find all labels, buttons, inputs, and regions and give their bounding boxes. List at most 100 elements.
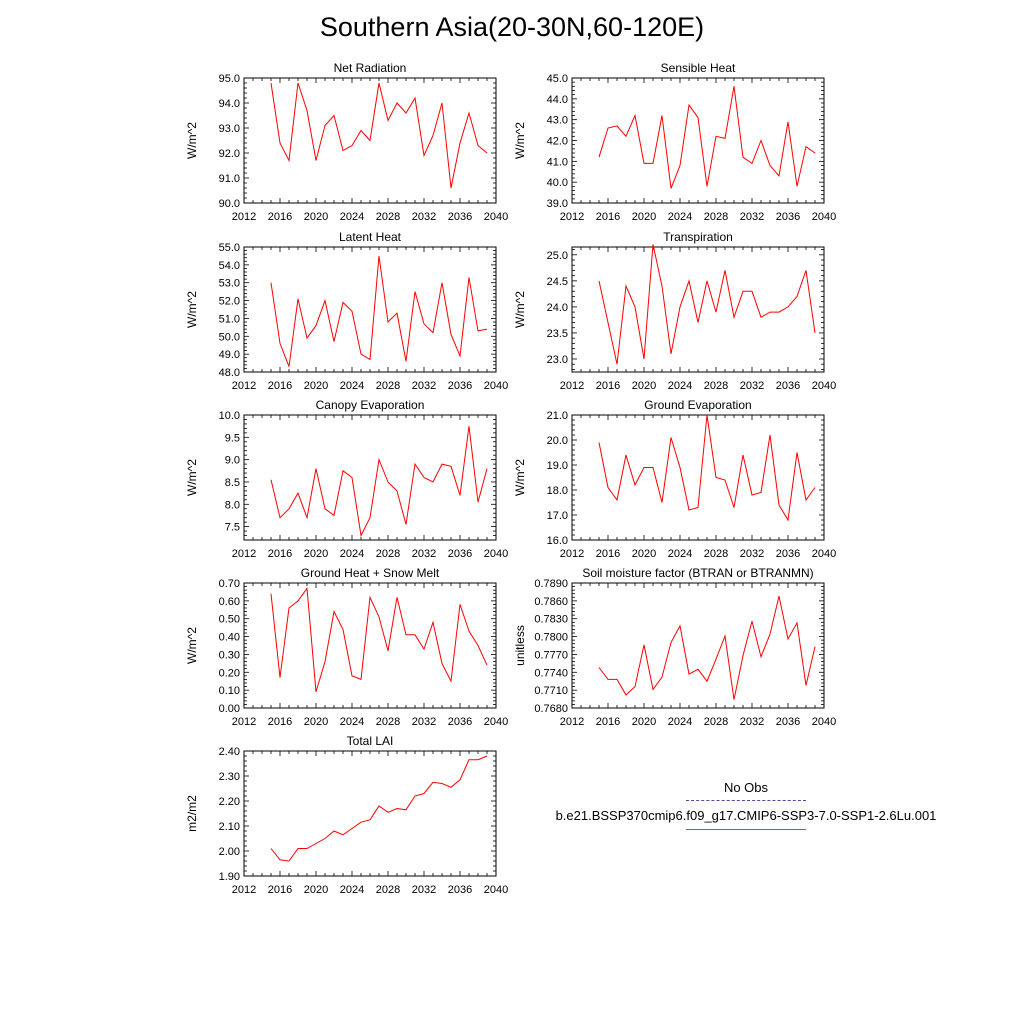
- y-tick-label: 2.10: [219, 821, 240, 833]
- x-tick-label: 2040: [812, 716, 836, 728]
- x-tick-label: 2016: [268, 211, 292, 223]
- x-tick-label: 2024: [668, 548, 692, 560]
- x-tick-label: 2020: [632, 548, 656, 560]
- y-axis-label: W/m^2: [185, 122, 199, 159]
- y-tick-label: 8.5: [225, 477, 240, 489]
- y-tick-label: 90.0: [219, 198, 240, 210]
- x-tick-label: 2032: [412, 548, 436, 560]
- x-tick-label: 2032: [412, 884, 436, 896]
- x-tick-label: 2036: [776, 548, 800, 560]
- y-axis-label: W/m^2: [185, 627, 199, 664]
- y-tick-label: 0.7680: [534, 703, 568, 715]
- y-axis-label: W/m^2: [513, 459, 527, 496]
- y-tick-label: 0.7800: [534, 632, 568, 644]
- panel-title: Latent Heat: [339, 230, 402, 244]
- y-tick-label: 54.0: [219, 260, 240, 272]
- y-tick-label: 2.20: [219, 796, 240, 808]
- x-tick-label: 2020: [304, 716, 328, 728]
- x-tick-label: 2012: [232, 548, 256, 560]
- y-tick-label: 23.0: [547, 354, 568, 366]
- x-tick-label: 2012: [232, 716, 256, 728]
- x-tick-label: 2024: [340, 211, 364, 223]
- x-tick-label: 2028: [704, 211, 728, 223]
- x-tick-label: 2028: [704, 716, 728, 728]
- y-tick-label: 0.30: [219, 649, 240, 661]
- y-axis-label: W/m^2: [185, 291, 199, 328]
- panel-soil-moisture-factor-btran-or-btranmn: Soil moisture factor (BTRAN or BTRANMN) u…: [513, 566, 836, 728]
- x-tick-label: 2016: [596, 548, 620, 560]
- x-tick-label: 2028: [376, 716, 400, 728]
- y-axis-label: unitless: [513, 625, 527, 666]
- series-line-soil-moisture-factor-btran-or-btranmn: [598, 595, 816, 700]
- x-tick-label: 2036: [448, 716, 472, 728]
- y-tick-label: 0.7830: [534, 614, 568, 626]
- x-tick-label: 2032: [740, 211, 764, 223]
- panel-sensible-heat: Sensible Heat W/m^2 2012 2016 2020 2024 2028 20…: [513, 61, 836, 223]
- legend-run-name: b.e21.BSSP370cmip6.f09_g17.CMIP6-SSP3-7.…: [555, 808, 937, 823]
- x-tick-label: 2024: [668, 380, 692, 392]
- y-tick-label: 40.0: [547, 177, 568, 189]
- x-tick-label: 2020: [632, 716, 656, 728]
- panel-title: Sensible Heat: [661, 61, 736, 75]
- y-tick-label: 0.40: [219, 632, 240, 644]
- x-tick-label: 2040: [812, 211, 836, 223]
- series-line-transpiration: [598, 244, 816, 365]
- y-tick-label: 8.0: [225, 499, 240, 511]
- y-axis-label: W/m^2: [513, 122, 527, 159]
- y-tick-label: 2.30: [219, 771, 240, 783]
- y-tick-label: 0.7740: [534, 667, 568, 679]
- y-tick-label: 17.0: [547, 510, 568, 522]
- series-line-canopy-evaporation: [270, 426, 488, 538]
- y-tick-label: 0.50: [219, 614, 240, 626]
- y-tick-label: 92.0: [219, 148, 240, 160]
- y-tick-label: 0.7860: [534, 596, 568, 608]
- x-tick-label: 2028: [704, 380, 728, 392]
- x-tick-label: 2016: [268, 380, 292, 392]
- y-axis-label: W/m^2: [185, 459, 199, 496]
- x-tick-label: 2040: [484, 716, 508, 728]
- x-tick-label: 2036: [448, 548, 472, 560]
- y-tick-label: 1.90: [219, 871, 240, 883]
- y-tick-label: 0.70: [219, 578, 240, 590]
- x-tick-label: 2020: [304, 884, 328, 896]
- panel-latent-heat: Latent Heat W/m^2 2012 2016 2020 2024 2028 2032…: [185, 230, 508, 392]
- y-tick-label: 7.5: [225, 522, 240, 534]
- y-tick-label: 42.0: [547, 136, 568, 148]
- y-axis-label: m2/m2: [185, 795, 199, 832]
- legend-run-line: [686, 829, 806, 830]
- plot-frame: [243, 246, 497, 373]
- y-tick-label: 52.0: [219, 296, 240, 308]
- y-tick-label: 94.0: [219, 98, 240, 110]
- x-tick-label: 2040: [812, 380, 836, 392]
- x-tick-label: 2020: [632, 380, 656, 392]
- y-tick-label: 0.7770: [534, 649, 568, 661]
- panel-title: Ground Heat + Snow Melt: [301, 566, 440, 580]
- y-tick-label: 0.7710: [534, 685, 568, 697]
- x-tick-label: 2020: [304, 380, 328, 392]
- y-tick-label: 10.0: [219, 410, 240, 422]
- x-tick-label: 2036: [776, 211, 800, 223]
- x-tick-label: 2012: [232, 211, 256, 223]
- x-tick-label: 2016: [596, 716, 620, 728]
- y-tick-label: 2.40: [219, 746, 240, 758]
- x-tick-label: 2012: [560, 380, 584, 392]
- panel-title: Canopy Evaporation: [316, 398, 425, 412]
- x-tick-label: 2036: [776, 380, 800, 392]
- x-tick-label: 2020: [632, 211, 656, 223]
- panel-ground-heat-snow-melt: Ground Heat + Snow Melt W/m^2 2012 2016 2020…: [185, 566, 508, 728]
- x-tick-label: 2020: [304, 548, 328, 560]
- y-tick-label: 24.5: [547, 276, 568, 288]
- panel-canopy-evaporation: Canopy Evaporation W/m^2 2012 2016 2020 2024 2…: [185, 398, 508, 560]
- y-tick-label: 93.0: [219, 123, 240, 135]
- y-tick-label: 53.0: [219, 278, 240, 290]
- panel-title: Net Radiation: [334, 61, 407, 75]
- y-tick-label: 55.0: [219, 242, 240, 254]
- x-tick-label: 2016: [268, 548, 292, 560]
- series-line-net-radiation: [270, 82, 488, 189]
- y-tick-label: 43.0: [547, 115, 568, 127]
- y-tick-label: 21.0: [547, 410, 568, 422]
- x-tick-label: 2028: [376, 380, 400, 392]
- x-tick-label: 2028: [376, 884, 400, 896]
- panel-transpiration: Transpiration W/m^2 2012 2016 2020 2024 2028 20…: [513, 230, 836, 392]
